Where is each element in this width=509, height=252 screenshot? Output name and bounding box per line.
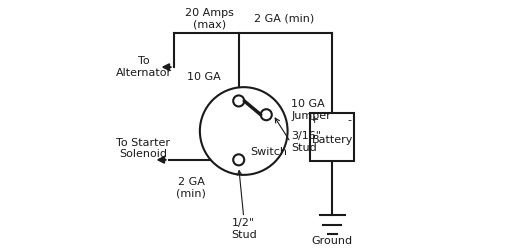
Text: 1/2"
Stud: 1/2" Stud bbox=[231, 218, 256, 240]
Text: To
Alternator: To Alternator bbox=[115, 56, 171, 78]
Text: 20 Amps
(max): 20 Amps (max) bbox=[185, 8, 234, 30]
Text: To Starter
Solenoid: To Starter Solenoid bbox=[116, 138, 170, 159]
Circle shape bbox=[260, 109, 271, 120]
Text: Ground: Ground bbox=[311, 236, 352, 246]
Text: 10 GA: 10 GA bbox=[186, 72, 220, 82]
Text: -: - bbox=[347, 115, 351, 125]
Text: 2 GA
(min): 2 GA (min) bbox=[176, 177, 206, 198]
Text: 3/16"
Stud: 3/16" Stud bbox=[291, 132, 321, 153]
Text: +: + bbox=[309, 115, 319, 125]
Text: 2 GA (min): 2 GA (min) bbox=[253, 13, 314, 23]
Text: Switch: Switch bbox=[249, 147, 287, 157]
Circle shape bbox=[200, 87, 287, 175]
Circle shape bbox=[233, 96, 244, 106]
Text: Battery: Battery bbox=[311, 135, 352, 145]
Circle shape bbox=[233, 154, 244, 165]
Text: 10 GA
Jumper: 10 GA Jumper bbox=[291, 99, 330, 120]
Bar bbox=[309, 113, 353, 161]
